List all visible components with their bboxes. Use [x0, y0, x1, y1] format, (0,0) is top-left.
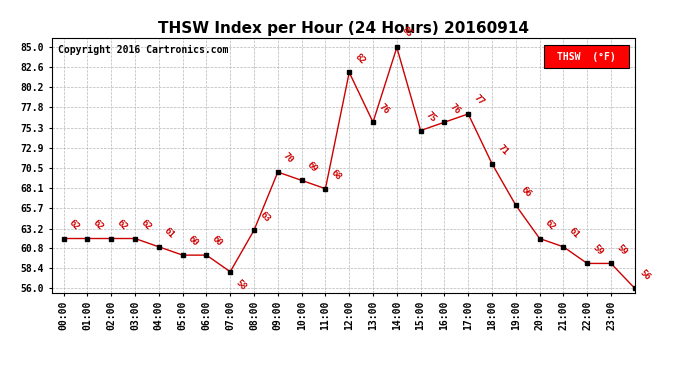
Text: 76: 76	[377, 102, 391, 115]
Text: 62: 62	[91, 218, 105, 232]
Text: 60: 60	[210, 234, 224, 249]
Text: 59: 59	[591, 243, 604, 257]
Text: 62: 62	[115, 218, 129, 232]
Text: 75: 75	[424, 110, 438, 124]
Text: 82: 82	[353, 52, 367, 66]
Text: 69: 69	[305, 160, 319, 174]
Text: 71: 71	[495, 143, 509, 157]
Text: THSW  (°F): THSW (°F)	[557, 52, 615, 62]
Text: 85: 85	[400, 25, 415, 39]
Title: THSW Index per Hour (24 Hours) 20160914: THSW Index per Hour (24 Hours) 20160914	[158, 21, 529, 36]
Text: 60: 60	[186, 234, 200, 249]
Text: 66: 66	[520, 184, 533, 199]
Text: 77: 77	[472, 93, 486, 107]
Text: 63: 63	[257, 210, 272, 224]
Text: 62: 62	[139, 218, 152, 232]
Text: 61: 61	[162, 226, 177, 240]
Text: 62: 62	[67, 218, 81, 232]
Text: 59: 59	[615, 243, 629, 257]
Text: 70: 70	[282, 152, 295, 165]
Text: Copyright 2016 Cartronics.com: Copyright 2016 Cartronics.com	[57, 45, 228, 55]
Text: 76: 76	[448, 102, 462, 115]
Text: 68: 68	[329, 168, 343, 182]
FancyBboxPatch shape	[544, 45, 629, 68]
Text: 61: 61	[567, 226, 581, 240]
Text: 58: 58	[234, 278, 248, 292]
Text: 62: 62	[543, 218, 557, 232]
Text: 56: 56	[638, 268, 652, 282]
